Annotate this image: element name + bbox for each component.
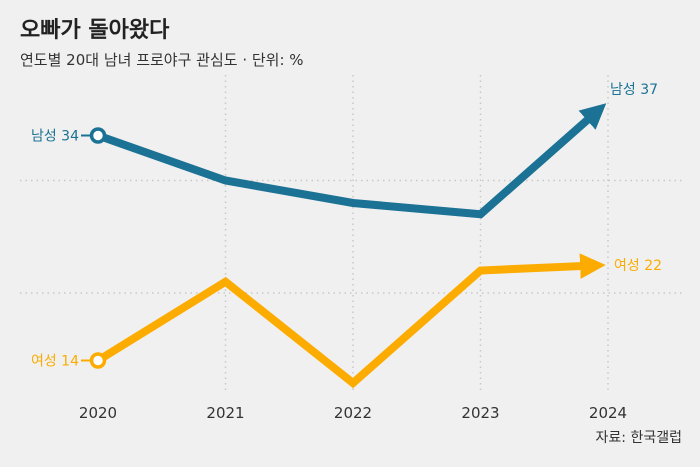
chart-subtitle: 연도별 20대 남녀 프로야구 관심도 · 단위: % <box>20 51 304 69</box>
grid-lines <box>20 75 682 392</box>
data-labels: 남성 34 남성 37 여성 14 여성 22 <box>31 82 662 370</box>
end-label-0: 남성 37 <box>610 82 658 98</box>
end-label-1: 여성 22 <box>614 258 662 274</box>
start-label-1: 여성 14 <box>31 354 79 370</box>
x-tick-label: 2020 <box>79 404 117 422</box>
x-tick-label: 2021 <box>206 404 244 422</box>
start-point-1 <box>89 352 107 369</box>
x-axis: 2020 2021 2022 2023 2024 <box>79 404 627 422</box>
start-point-0 <box>89 127 107 144</box>
x-tick-label: 2022 <box>334 404 372 422</box>
series-lines <box>95 103 607 389</box>
chart-title: 오빠가 돌아왔다 <box>20 18 170 43</box>
start-label-0: 남성 34 <box>31 129 79 145</box>
series-line-1 <box>95 253 606 389</box>
x-tick-label: 2023 <box>461 404 499 422</box>
source-note: 자료: 한국갤럽 <box>595 430 682 446</box>
series-line-0 <box>96 103 607 219</box>
x-tick-label: 2024 <box>589 404 627 422</box>
